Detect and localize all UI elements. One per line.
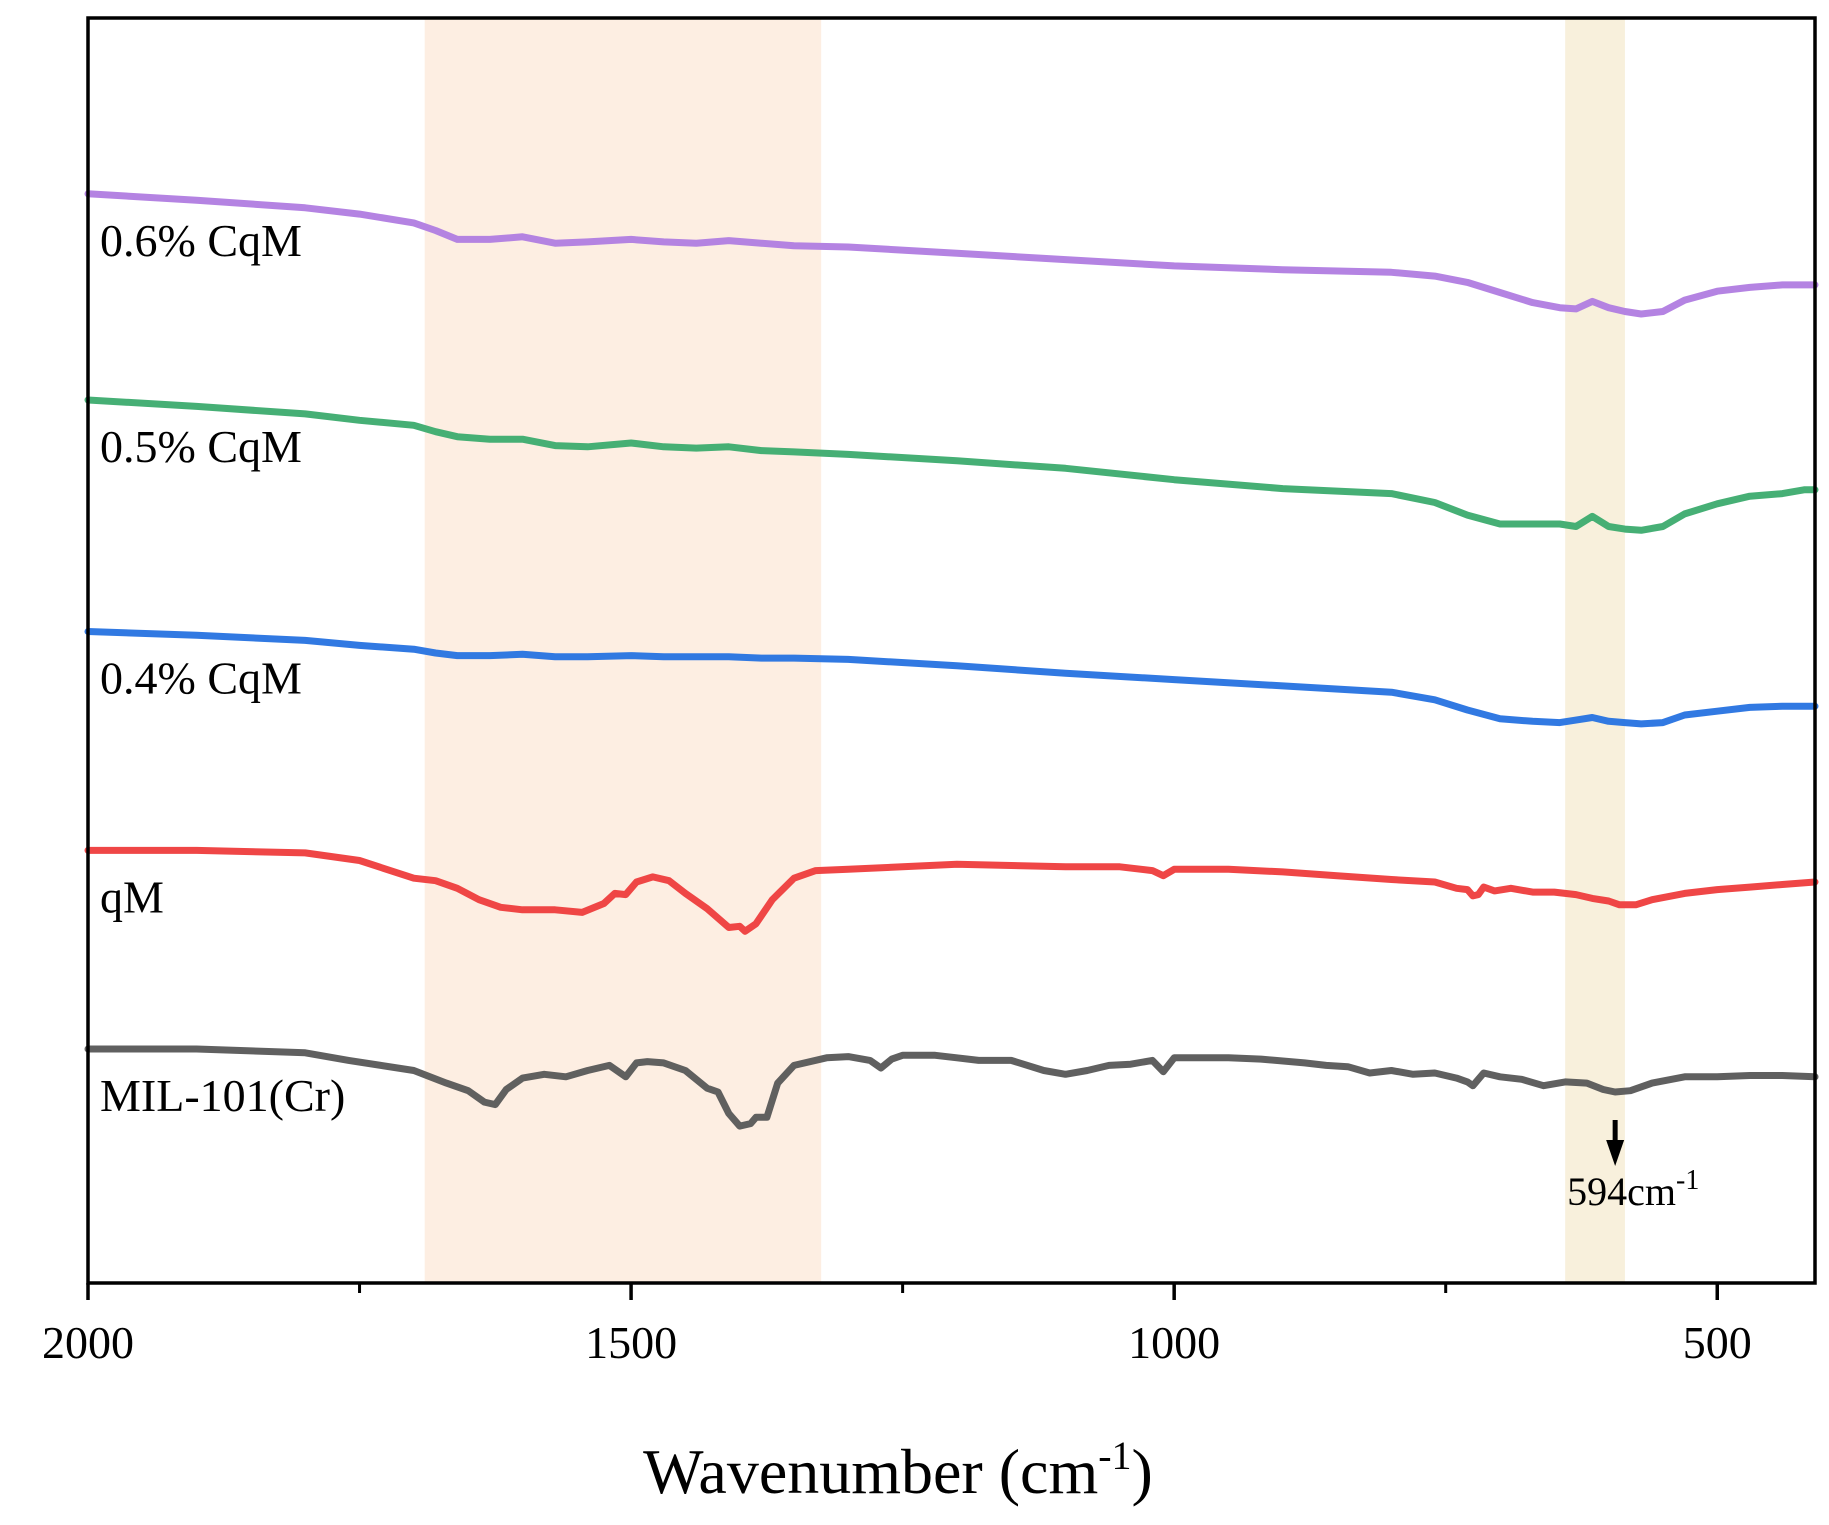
series-label-mil-101-cr: MIL-101(Cr)	[100, 1070, 345, 1121]
series-labels: 0.6% CqM 0.5% CqM 0.4% CqM qM MIL-101(Cr)	[100, 215, 345, 1121]
series-label-0-4-cqm: 0.4% CqM	[100, 653, 302, 704]
series-line-qm	[84, 846, 1819, 935]
series-line-0-6-cqm	[84, 190, 1819, 318]
series-line-0-4-cqm	[84, 628, 1819, 728]
x-tick-label: 500	[1683, 1317, 1752, 1368]
series-label-qm: qM	[100, 871, 164, 922]
series-line-0-5-cqm	[84, 396, 1819, 534]
annotation-arrow-head	[1606, 1140, 1625, 1166]
x-tick-label: 1500	[585, 1317, 677, 1368]
plot-frame	[86, 16, 1817, 1285]
annotation-label-main: 594cm	[1567, 1169, 1676, 1214]
series-line-mil-101-cr	[84, 1045, 1819, 1130]
x-axis-title: Wavenumber (cm-1)	[643, 1433, 1153, 1507]
x-axis-title-sup: -1	[1098, 1433, 1131, 1478]
spectra-series	[84, 190, 1819, 1130]
x-axis-ticks: 2000 1500 1000 500	[42, 1283, 1752, 1368]
annotation-label-sup: -1	[1676, 1165, 1699, 1196]
peak-annotation: 594cm-1	[1567, 1120, 1699, 1214]
x-axis-title-main: Wavenumber (cm	[643, 1436, 1098, 1507]
x-tick-label: 2000	[42, 1317, 134, 1368]
highlight-band-1	[424, 18, 822, 1283]
x-axis-title-close: )	[1132, 1436, 1153, 1507]
highlight-band-2	[1565, 18, 1625, 1283]
series-label-0-6-cqm: 0.6% CqM	[100, 215, 302, 266]
annotation-label: 594cm-1	[1567, 1165, 1699, 1214]
x-tick-label: 1000	[1128, 1317, 1220, 1368]
series-label-0-5-cqm: 0.5% CqM	[100, 421, 302, 472]
